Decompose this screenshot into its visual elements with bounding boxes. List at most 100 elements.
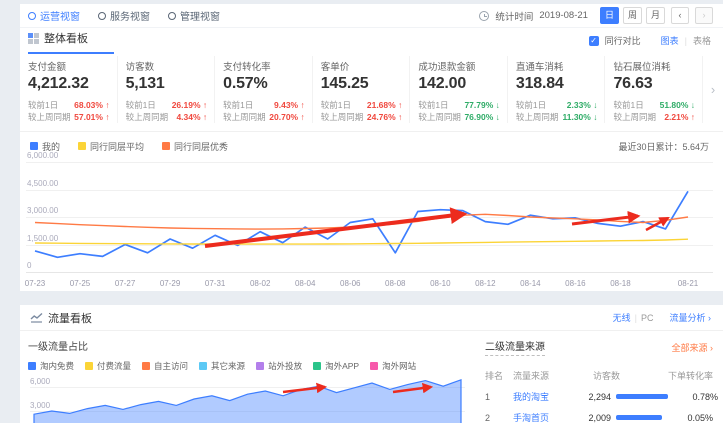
granularity-buttons: 日周月	[599, 7, 665, 24]
legend-item-淘外APP[interactable]: 淘外APP	[313, 360, 359, 372]
view-toggle-chart[interactable]: 图表	[660, 36, 679, 46]
metric-compare-row: 较前1日 21.68% ↑	[321, 99, 403, 111]
visitors-cell: 2,009	[579, 413, 663, 423]
legend-item-站外投放[interactable]: 站外投放	[256, 360, 302, 372]
legend-item-付费流量[interactable]: 付费流量	[85, 360, 131, 372]
y-axis-tick: 3,000.00	[27, 206, 59, 215]
compare-value: 76.90% ↓	[464, 112, 500, 122]
trend-chart[interactable]: 6,000.00 4,500.00 3,000.00 1,500.00 0	[20, 151, 723, 278]
legend-item-同行同层优秀[interactable]: 同行同层优秀	[162, 140, 228, 153]
metric-label: 直通车消耗	[515, 62, 564, 73]
x-axis-tick: 08-21	[677, 279, 699, 288]
traffic-header: 流量看板 无线 | PC 流量分析 ›	[20, 305, 723, 331]
x-axis-tick: 07-27	[114, 279, 136, 288]
stat-time-value[interactable]: 2019-08-21	[539, 10, 588, 21]
tab-icon	[98, 11, 106, 20]
traffic-area-chart[interactable]: 6,000 3,000	[28, 377, 473, 423]
granularity-日[interactable]: 日	[599, 7, 619, 24]
table-row[interactable]: 2 手淘首页 2,009 0.05%	[485, 407, 713, 423]
view-toggle-table[interactable]: 表格	[692, 36, 711, 46]
legend-label: 站外投放	[268, 361, 303, 371]
table-header-row: 排名 流量来源 访客数 下单转化率	[485, 365, 713, 386]
x-axis-tick: 08-02	[249, 279, 271, 288]
top-tab-服务视窗[interactable]: 服务视窗	[98, 8, 150, 23]
compare-value: 11.30% ↓	[562, 112, 598, 122]
legend-swatch	[162, 142, 171, 150]
metric-value: 4,212.32	[28, 75, 89, 92]
channel-pc[interactable]: PC	[640, 312, 654, 323]
compare-label: 较上周同期	[125, 112, 169, 122]
metric-card[interactable]: 支付转化率 0.57% 较前1日 9.43% ↑ 较上周同期 20.70% ↑	[215, 56, 313, 123]
metric-card[interactable]: 支付金额 4,212.32 较前1日 68.03% ↑ 较上周同期 57.01% ↑	[20, 56, 118, 123]
legend-item-自主访问[interactable]: 自主访问	[142, 360, 188, 372]
metric-card[interactable]: 访客数 5,131 较前1日 26.19% ↑ 较上周同期 4.34% ↑	[118, 56, 216, 123]
top-tab-管理视窗[interactable]: 管理视窗	[168, 8, 220, 23]
top-tab-运营视窗[interactable]: 运营视窗	[28, 8, 80, 23]
next-page-button[interactable]: ›	[695, 7, 713, 24]
compare-label: 较前1日	[28, 100, 59, 110]
gridline	[26, 162, 713, 163]
x-axis-tick: 07-31	[204, 279, 226, 288]
legend-label: 淘内免费	[40, 361, 75, 371]
metric-compare-row: 较前1日 68.03% ↑	[28, 99, 110, 111]
compare-value: 51.80% ↓	[659, 100, 696, 110]
rank-cell: 2	[485, 412, 491, 423]
legend-item-淘外网站[interactable]: 淘外网站	[370, 360, 416, 372]
traffic-analysis-link[interactable]: 流量分析 ›	[669, 313, 712, 323]
tab-overall-board[interactable]: 整体看板	[28, 30, 114, 54]
top-tab-label: 管理视窗	[180, 12, 220, 23]
compare-value: 77.79% ↓	[464, 100, 500, 110]
metric-cards-row: 支付金额 4,212.32 较前1日 68.03% ↑ 较上周同期 57.01% ↑ 访客数…	[20, 54, 723, 132]
prev-page-button[interactable]: ‹	[671, 7, 689, 24]
legend-item-同行同层平均[interactable]: 同行同层平均	[78, 140, 144, 153]
granularity-周[interactable]: 周	[622, 7, 642, 24]
legend-swatch	[199, 362, 208, 370]
table-row[interactable]: 1 我的淘宝 2,294 0.78%	[485, 386, 718, 407]
traffic-share-legend: 淘内免费 付费流量 自主访问 其它来源 站外投放 淘外APP 淘外网站	[28, 360, 473, 372]
metric-card[interactable]: 直通车消耗 318.84 较前1日 2.33% ↓ 较上周同期 11.30% ↓	[508, 56, 606, 123]
metric-value: 0.57%	[223, 75, 268, 92]
metric-value: 76.63	[613, 75, 653, 92]
x-axis-tick: 07-29	[159, 279, 181, 288]
rank-cell: 1	[485, 391, 491, 402]
all-sources-link[interactable]: 全部来源 ›	[671, 342, 714, 353]
granularity-月[interactable]: 月	[645, 7, 665, 24]
traffic-section: 流量看板 无线 | PC 流量分析 › 一级流量占比 淘内免费 付费流量 自主访问 其…	[20, 305, 723, 423]
metric-card[interactable]: 成功退款金额 142.00 较前1日 77.79% ↓ 较上周同期 76.90% ↓	[410, 56, 508, 123]
cards-next-arrow-icon[interactable]: ›	[710, 82, 716, 97]
metric-compare-row: 较上周同期 4.34% ↑	[126, 111, 208, 123]
legend-item-其它来源[interactable]: 其它来源	[199, 360, 245, 372]
metric-card[interactable]: 客单价 145.25 较前1日 21.68% ↑ 较上周同期 24.76% ↑	[313, 56, 411, 123]
compare-value: 2.21% ↑	[664, 112, 696, 122]
visitors-bar	[616, 394, 668, 399]
metric-label: 客单价	[320, 62, 350, 73]
compare-label: 较上周同期	[320, 112, 364, 122]
source-link[interactable]: 手淘首页	[513, 413, 550, 423]
gridline	[30, 411, 465, 412]
traffic-share-panel: 一级流量占比 淘内免费 付费流量 自主访问 其它来源 站外投放 淘外APP 淘外网站 6,0…	[28, 335, 473, 423]
view-tabs: 运营视窗 服务视窗 管理视窗	[28, 8, 238, 23]
clock-icon	[479, 10, 490, 21]
series-我的	[34, 190, 689, 259]
tab-icon	[28, 11, 36, 20]
metric-card[interactable]: 钻石展位消耗 76.63 较前1日 51.80% ↓ 较上周同期 2.21% ↑	[605, 56, 704, 123]
x-axis-tick: 08-18	[610, 279, 631, 288]
metric-value: 145.25	[320, 75, 369, 92]
peer-compare-checkbox[interactable]: ✓	[588, 35, 599, 46]
legend-item-我的[interactable]: 我的	[30, 140, 60, 153]
compare-value: 20.70% ↑	[269, 112, 305, 122]
line-chart-icon	[30, 312, 43, 323]
metric-compare-row: 较前1日 77.79% ↓	[418, 99, 500, 111]
legend-label: 同行同层平均	[90, 141, 145, 152]
gridline	[26, 244, 713, 246]
metric-compare-row: 较上周同期 24.76% ↑	[321, 111, 403, 123]
legend-item-淘内免费[interactable]: 淘内免费	[28, 360, 74, 372]
channel-wireless[interactable]: 无线	[612, 313, 631, 323]
legend-swatch	[30, 142, 38, 150]
traffic-source-header: 二级流量来源 全部来源 ›	[485, 338, 713, 356]
legend-label: 我的	[42, 141, 61, 152]
tab-icon	[168, 11, 176, 20]
peer-compare-label: 同行对比	[604, 36, 641, 46]
metric-compare-row: 较前1日 2.33% ↓	[516, 99, 598, 111]
source-link[interactable]: 我的淘宝	[513, 392, 550, 402]
